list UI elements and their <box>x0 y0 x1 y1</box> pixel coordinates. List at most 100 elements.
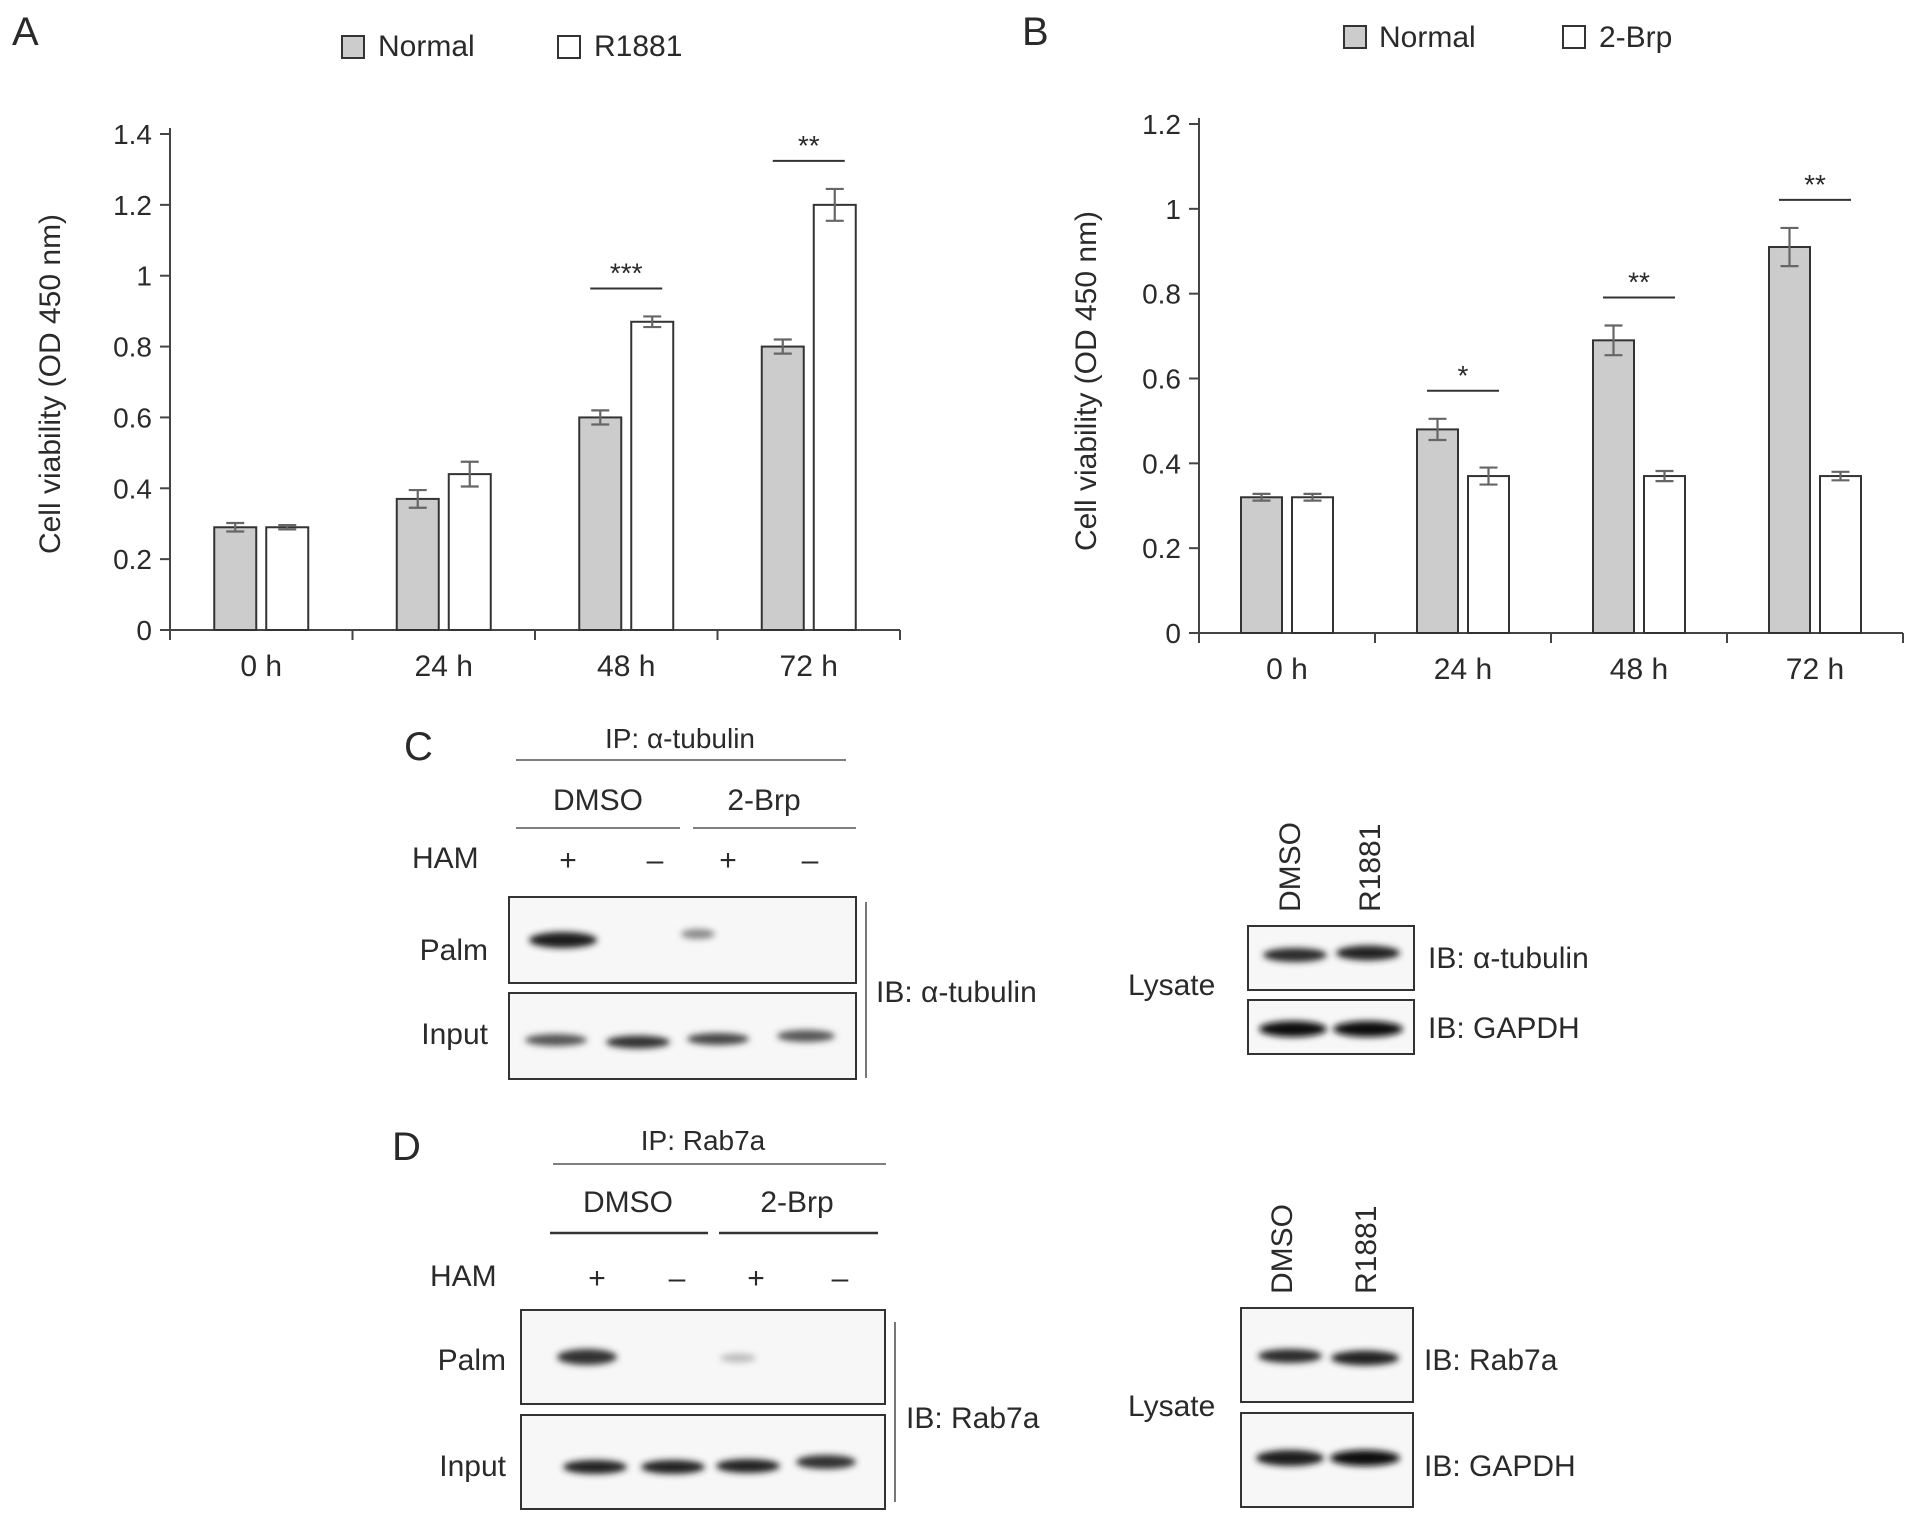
lysate-d-ib-1: IB: Rab7a <box>1424 1344 1558 1377</box>
band-c-input-2 <box>606 1035 670 1049</box>
chart-a-bar-r1881-3 <box>812 203 857 631</box>
lysate-d-band-bottom-2 <box>1330 1450 1400 1466</box>
lysate-c-ib-2: IB: GAPDH <box>1428 1012 1580 1045</box>
chart-a-bar-r1881-1 <box>447 473 492 631</box>
panel-c: C IP: α-tubulin DMSO 2-Brp HAM + – + – P… <box>404 723 1589 1080</box>
band-c-input-3 <box>687 1033 749 1045</box>
chart-b-sig-label-2: ** <box>1804 169 1826 200</box>
chart-a-bar-r1881-0 <box>265 526 310 631</box>
chart-b-xtick-label-3: 72 h <box>1786 653 1844 686</box>
row-label-d-palm: Palm <box>438 1344 506 1377</box>
chart-a-bar-normal-3 <box>760 345 805 631</box>
legend-b-label-normal: Normal <box>1379 21 1476 54</box>
legend-b-swatch-2brp <box>1562 25 1586 49</box>
band-d-input-4 <box>796 1455 856 1469</box>
chart-a-ytick-label-2: 0.4 <box>113 473 152 504</box>
chart-b-ytick-label-3: 0.6 <box>1142 364 1181 395</box>
band-d-palm-3 <box>720 1353 756 1363</box>
lysate-c-band-top-1 <box>1263 948 1327 962</box>
chart-b-xtick-label-0: 0 h <box>1266 653 1308 686</box>
chart-b-bar-normal-0 <box>1240 496 1283 634</box>
lysate-c-band-bottom-1 <box>1259 1021 1327 1037</box>
group-label-c-2brp: 2-Brp <box>727 784 800 817</box>
group-label-d-dmso: DMSO <box>583 1186 673 1219</box>
ip-label-c: IP: α-tubulin <box>605 723 755 754</box>
legend-a-label-r1881: R1881 <box>594 30 682 63</box>
chart-b-bar-2-brp-0 <box>1291 496 1334 634</box>
chart-a-xtick-label-0: 0 h <box>240 650 282 683</box>
ib-label-c: IB: α-tubulin <box>876 976 1037 1009</box>
chart-b-xtick-label-1: 24 h <box>1434 653 1492 686</box>
chart-b-bar-2-brp-2 <box>1643 475 1686 634</box>
ylabel-a: Cell viability (OD 450 nm) <box>34 214 67 554</box>
chart-b-ytick-label-6: 1.2 <box>1142 109 1181 140</box>
band-d-input-3 <box>716 1459 780 1473</box>
lysate-c-lane-dmso: DMSO <box>1274 822 1307 912</box>
lysate-c-lane-r1881: R1881 <box>1354 824 1387 912</box>
panel-b: B Normal 2-Brp Cell viability (OD 450 nm… <box>1022 10 1904 686</box>
chart-b-bar-normal-2 <box>1592 339 1635 634</box>
ib-label-d: IB: Rab7a <box>906 1402 1040 1435</box>
chart-a-ytick-label-4: 0.8 <box>113 332 152 363</box>
lysate-d-lane-r1881: R1881 <box>1350 1206 1383 1294</box>
chart-a-ytick-label-0: 0 <box>136 615 152 646</box>
chart-b-sig-label-0: * <box>1458 360 1469 391</box>
chart-a-bar-normal-0 <box>213 526 258 631</box>
chart-b-ytick-label-0: 0 <box>1165 618 1181 649</box>
lysate-c-ib-1: IB: α-tubulin <box>1428 942 1589 975</box>
chart-b-bar-normal-1 <box>1416 428 1459 634</box>
ham-sign-c-3: + <box>719 844 737 877</box>
chart-b-ytick-label-2: 0.4 <box>1142 448 1181 479</box>
band-d-palm-1 <box>557 1349 617 1365</box>
band-d-input-1 <box>563 1460 627 1474</box>
legend-a: Normal R1881 <box>341 30 682 63</box>
chart-a-xtick-label-1: 24 h <box>415 650 473 683</box>
legend-a-label-normal: Normal <box>378 30 475 63</box>
chart-a-bar-r1881-2 <box>630 320 675 631</box>
chart-b-ytick-label-5: 1 <box>1165 194 1181 225</box>
plot-area-b: 00.20.40.60.811.20 h 24 h 48 h 72 h***** <box>1142 109 1904 686</box>
ham-label-c: HAM <box>412 842 479 875</box>
group-label-c-dmso: DMSO <box>553 784 643 817</box>
chart-a-bar-normal-1 <box>395 497 440 631</box>
band-c-palm-1 <box>529 932 597 948</box>
ip-label-d: IP: Rab7a <box>641 1125 766 1156</box>
lysate-d-ib-2: IB: GAPDH <box>1424 1450 1576 1483</box>
chart-a-sig-label-1: ** <box>798 130 820 161</box>
ham-sign-c-1: + <box>559 844 577 877</box>
lysate-d-band-top-2 <box>1331 1350 1399 1366</box>
chart-b-bar-2-brp-1 <box>1467 475 1510 634</box>
panel-a: A Normal R1881 Cell viability (OD 450 nm… <box>12 10 901 683</box>
row-label-d-input: Input <box>439 1450 506 1483</box>
chart-a-xtick-label-3: 72 h <box>780 650 838 683</box>
row-label-c-input: Input <box>421 1018 488 1051</box>
band-c-input-1 <box>525 1034 587 1046</box>
legend-a-swatch-r1881 <box>557 35 581 59</box>
chart-a-ytick-label-1: 0.2 <box>113 544 152 575</box>
legend-b: Normal 2-Brp <box>1343 21 1672 54</box>
band-c-palm-3 <box>681 929 715 939</box>
panel-label-d: D <box>392 1125 421 1169</box>
panel-label-b: B <box>1022 10 1049 54</box>
ham-sign-d-1: + <box>588 1262 606 1295</box>
chart-a-ytick-label-7: 1.4 <box>113 119 152 150</box>
ham-sign-d-4: – <box>832 1262 849 1295</box>
band-d-input-2 <box>641 1460 705 1474</box>
chart-b-ytick-label-4: 0.8 <box>1142 279 1181 310</box>
legend-b-swatch-normal <box>1343 25 1367 49</box>
row-label-c-palm: Palm <box>420 934 488 967</box>
chart-a-ytick-label-5: 1 <box>136 261 152 292</box>
panel-label-a: A <box>12 10 39 54</box>
ham-label-d: HAM <box>430 1260 497 1293</box>
lysate-d-band-bottom-1 <box>1256 1450 1324 1466</box>
chart-b-xtick-label-2: 48 h <box>1610 653 1668 686</box>
group-label-d-2brp: 2-Brp <box>760 1186 833 1219</box>
lysate-c-label: Lysate <box>1128 969 1215 1002</box>
ham-sign-c-2: – <box>647 844 664 877</box>
chart-a-ytick-label-6: 1.2 <box>113 190 152 221</box>
plot-area-a: 00.20.40.60.811.21.40 h 24 h 48 h 72 h***** <box>113 119 901 683</box>
panel-label-c: C <box>404 725 433 769</box>
lysate-c-band-bottom-2 <box>1333 1021 1403 1037</box>
lysate-d-lane-dmso: DMSO <box>1266 1204 1299 1294</box>
